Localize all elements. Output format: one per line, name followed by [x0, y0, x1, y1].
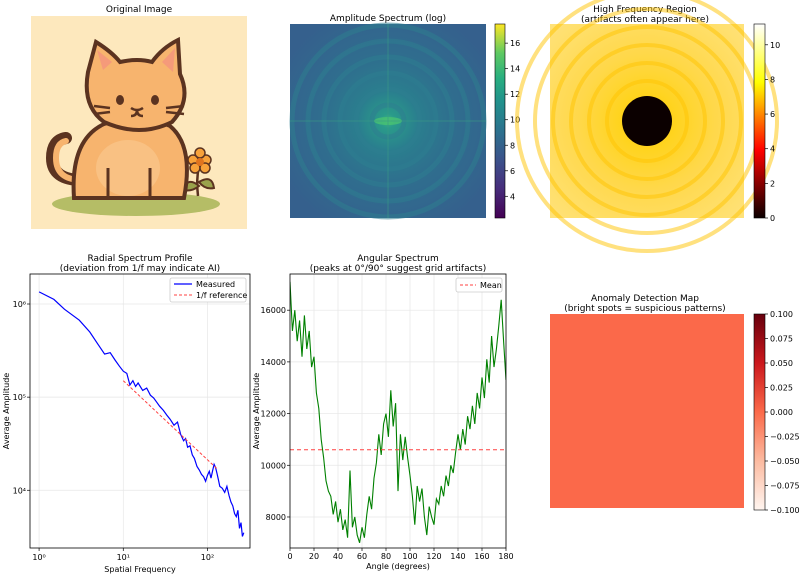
highfreq-ring [551, 25, 743, 217]
anomaly-map [550, 314, 744, 508]
colorbar-tick-label: 4 [510, 192, 515, 201]
radial-title: Radial Spectrum Profile [87, 254, 193, 264]
colorbar-tick-label: 16 [510, 39, 520, 48]
radial-y-tick-label: 10⁶ [13, 300, 26, 309]
angular-ticks: 0 20 40 60 80 100 120 140 160 180 8000 10000 12000 14… [261, 306, 514, 561]
anomaly-colorbar-tick-label: −0.050 [770, 457, 800, 466]
radial-y-tick-label: 10⁴ [13, 486, 26, 495]
radial-plot-area [38, 291, 245, 537]
angular-plot-area [290, 281, 506, 543]
cat-image [31, 16, 247, 229]
angular-legend-box [455, 277, 503, 293]
anomaly-colorbar-ticks: 0.100 0.075 0.050 0.025 0.000 −0.025 −0.050 −0.… [765, 310, 800, 515]
colorbar-tick-label: 8 [510, 141, 515, 150]
radial-axes-frame [29, 273, 251, 549]
colorbar-tick-label: 4 [770, 145, 775, 154]
radial-ticks: 10⁰ 10¹ 10² 10⁴ 10⁵ 10⁶ [13, 300, 215, 562]
angular-x-tick-label: 0 [287, 552, 292, 561]
amplitude-spectrum-image [289, 22, 487, 220]
radial-legend-measured: Measured [196, 280, 235, 289]
radial-x-tick-label: 10¹ [117, 553, 130, 562]
angular-x-tick-label: 100 [402, 552, 417, 561]
original-title: Original Image [106, 5, 173, 15]
anomaly-colorbar-tick-label: 0.100 [770, 310, 793, 319]
angular-y-tick-label: 14000 [261, 358, 286, 367]
angular-x-tick-label: 120 [426, 552, 441, 561]
angular-y-tick-label: 8000 [266, 513, 286, 522]
highfreq-image [515, 0, 779, 253]
angular-title: Angular Spectrum [357, 254, 438, 264]
anomaly-colorbar-tick-label: −0.100 [770, 506, 800, 515]
amplitude-title: Amplitude Spectrum (log) [330, 14, 446, 24]
radial-legend-ref: 1/f reference [196, 291, 247, 300]
radial-subtitle: (deviation from 1/f may indicate AI) [60, 264, 220, 274]
angular-x-tick-label: 180 [498, 552, 513, 561]
highfreq-colorbar [753, 23, 766, 219]
anomaly-colorbar-tick-label: −0.025 [770, 433, 800, 442]
angular-legend-mean: Mean [480, 281, 502, 290]
colorbar-tick-label: 2 [770, 179, 775, 188]
radial-reference-line [122, 380, 218, 470]
radial-measured-line [38, 291, 245, 537]
anomaly-title-line2: (bright spots = suspicious patterns) [564, 304, 725, 314]
radial-legend: Measured 1/f reference [169, 277, 247, 303]
radial-ylabel: Average Amplitude [2, 373, 11, 449]
highfreq-ring [515, 0, 779, 253]
anomaly-colorbar-tick-label: −0.075 [770, 482, 800, 491]
colorbar-tick-label: 12 [510, 90, 520, 99]
radial-gridlines [30, 274, 250, 548]
angular-x-tick-label: 40 [333, 552, 343, 561]
colorbar-tick-label: 8 [770, 75, 775, 84]
cat-eye-left [116, 95, 124, 105]
angular-axes-frame [289, 273, 507, 549]
angular-legend: Mean [455, 277, 503, 293]
highfreq-title-line2: (artifacts often appear here) [581, 15, 709, 25]
angular-subtitle: (peaks at 0°/90° suggest grid artifacts) [310, 264, 487, 274]
lowfreq-mask-disc [622, 96, 672, 146]
anomaly-colorbar-tick-label: 0.050 [770, 359, 793, 368]
anomaly-colorbar-tick-label: 0.000 [770, 408, 793, 417]
anomaly-title-line1: Anomaly Detection Map [591, 294, 699, 304]
anomaly-colorbar [753, 313, 766, 511]
highfreq-colorbar-ticks: 0 2 4 6 8 10 [765, 41, 780, 223]
anomaly-colorbar-tick-label: 0.025 [770, 384, 793, 393]
amplitude-colorbar [494, 23, 506, 219]
radial-x-tick-label: 10⁰ [32, 553, 45, 562]
angular-ylabel: Average Amplitude [252, 373, 261, 449]
anomaly-colorbar-tick-label: 0.075 [770, 335, 793, 344]
angular-y-tick-label: 10000 [261, 461, 286, 470]
radial-y-tick-label: 10⁵ [13, 393, 26, 402]
colorbar-tick-label: 0 [770, 214, 775, 223]
colorbar-tick-label: 14 [510, 65, 520, 74]
colorbar-tick-label: 10 [770, 41, 780, 50]
colorbar-tick-label: 6 [770, 110, 775, 119]
radial-xlabel: Spatial Frequency [104, 565, 176, 574]
highfreq-ring [569, 43, 725, 199]
angular-x-tick-label: 140 [450, 552, 465, 561]
highfreq-ring [587, 61, 707, 181]
angular-x-tick-label: 60 [357, 552, 367, 561]
colorbar-tick-label: 6 [510, 167, 515, 176]
angular-x-tick-label: 20 [309, 552, 319, 561]
radial-x-tick-label: 10² [201, 553, 214, 562]
angular-y-tick-label: 12000 [261, 410, 286, 419]
highfreq-ring [605, 79, 689, 163]
angular-xlabel: Angle (degrees) [366, 562, 430, 571]
angular-x-tick-label: 80 [381, 552, 391, 561]
cat-eye-right [151, 95, 159, 105]
angular-y-tick-label: 16000 [261, 306, 286, 315]
angular-amplitude-line [290, 281, 506, 543]
angular-x-tick-label: 160 [474, 552, 489, 561]
